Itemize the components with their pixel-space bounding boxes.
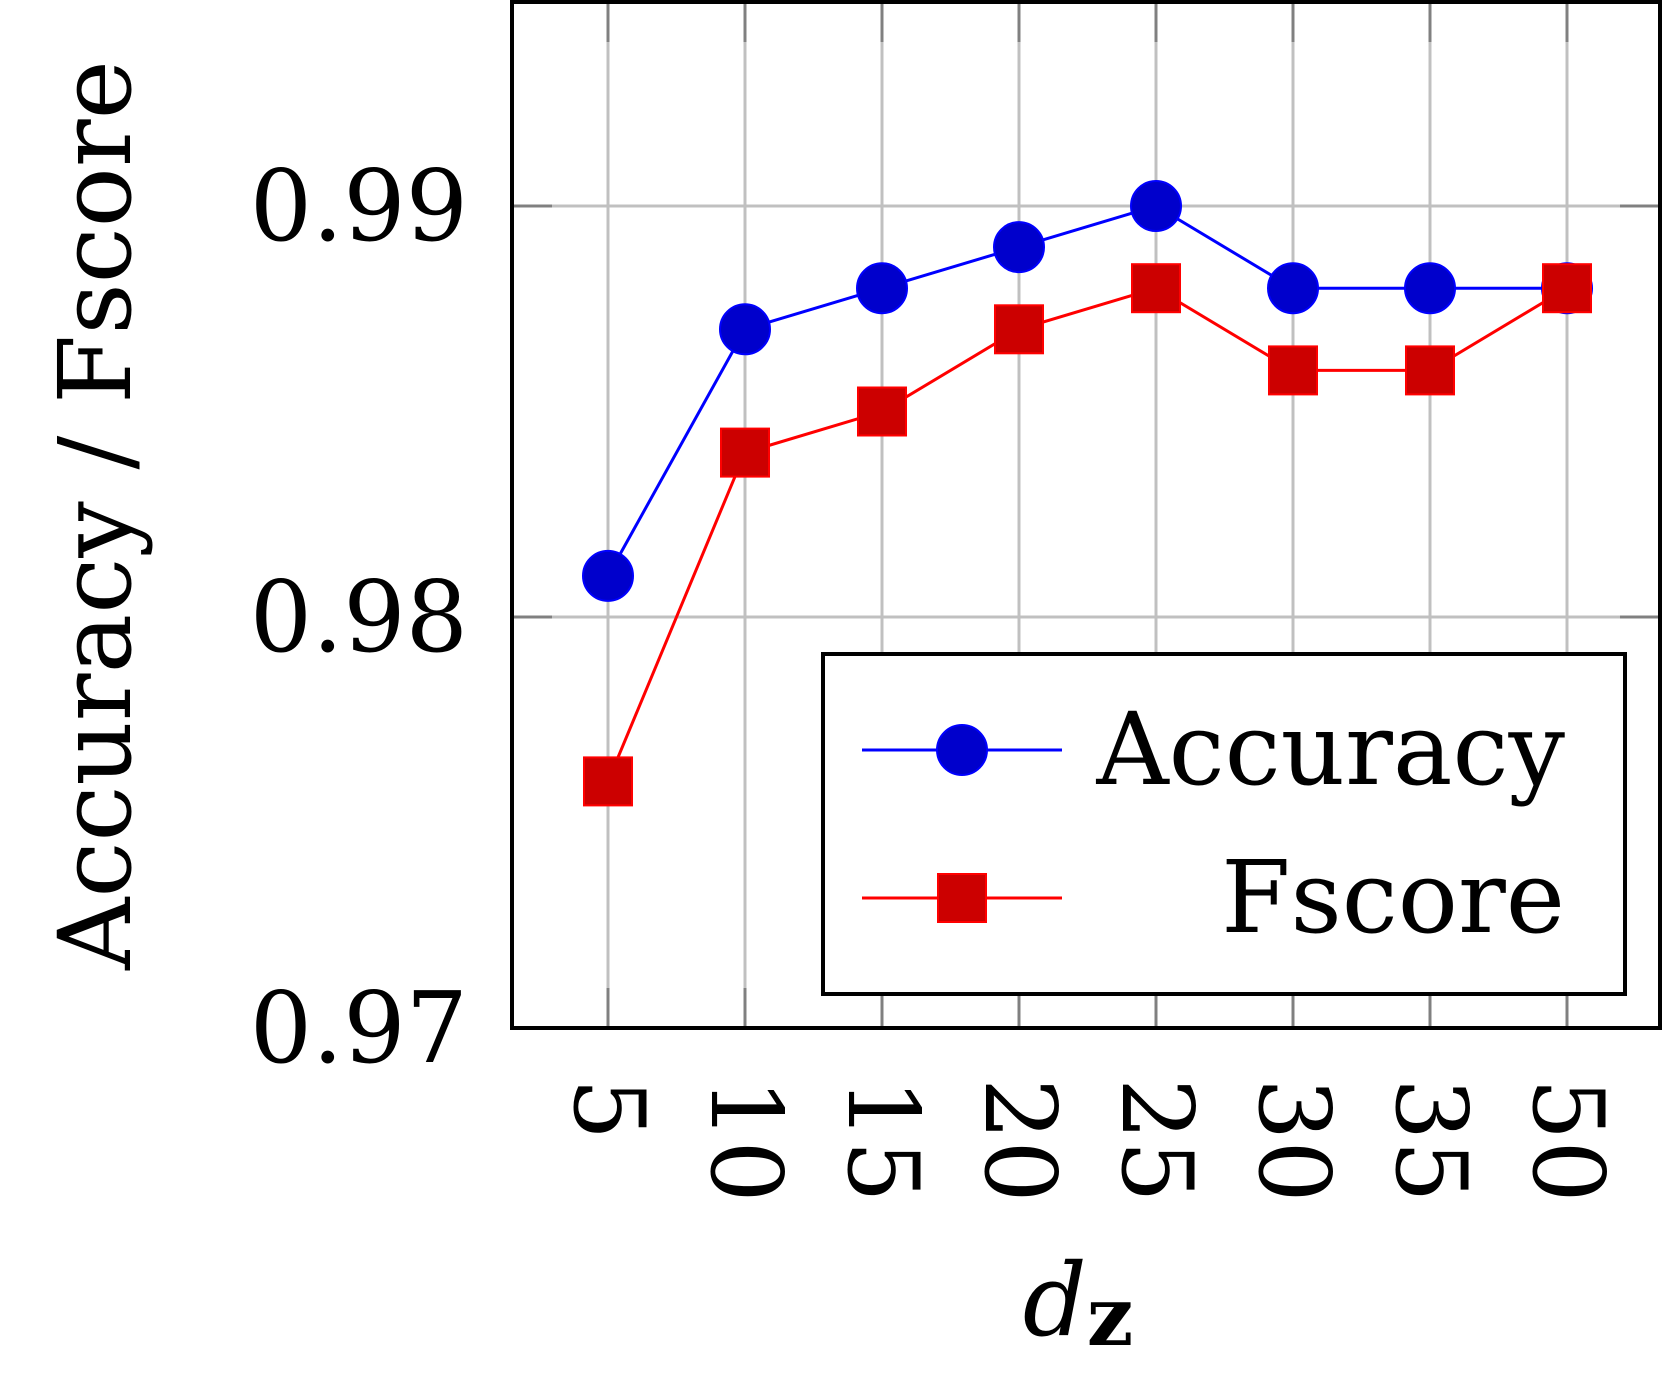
- legend-marker-accuracy: [936, 724, 988, 776]
- legend-box: [821, 652, 1627, 996]
- x-tick-labels: 5 10 15 20 25 30 35 50: [551, 1078, 1624, 1203]
- point-fscore-15: [857, 386, 907, 437]
- y-axis-label: Accuracy / Fscore: [37, 60, 154, 971]
- series-layer: [582, 180, 1593, 807]
- x-axis-label-subscript: z: [1087, 1269, 1134, 1365]
- point-fscore-50: [1542, 263, 1592, 314]
- legend-label-fscore: Fscore: [1221, 839, 1565, 956]
- x-tick-label-5: 5: [551, 1078, 665, 1140]
- point-fscore-30: [1268, 345, 1318, 396]
- point-accuracy-25: [1130, 180, 1182, 232]
- x-tick-label-50: 50: [1510, 1078, 1624, 1203]
- point-fscore-10: [720, 427, 770, 478]
- x-tick-label-25: 25: [1099, 1078, 1213, 1203]
- legend: Accuracy Fscore: [821, 652, 1627, 996]
- point-fscore-25: [1131, 263, 1181, 314]
- y-tick-label-0.98: 0.98: [250, 561, 468, 675]
- x-tick-label-10: 10: [688, 1078, 802, 1203]
- plot-frame: [510, 0, 1662, 1030]
- x-tick-label-15: 15: [825, 1078, 939, 1203]
- y-tick-label-0.99: 0.99: [250, 150, 468, 264]
- x-tick-label-35: 35: [1373, 1078, 1487, 1203]
- point-fscore-35: [1405, 345, 1455, 396]
- legend-marker-fscore: [937, 873, 987, 923]
- point-fscore-5: [583, 756, 633, 807]
- point-accuracy-35: [1404, 262, 1456, 315]
- x-tick-label-20: 20: [962, 1078, 1076, 1203]
- x-axis-label-main: d: [1023, 1242, 1087, 1359]
- y-tick-label-0.97: 0.97: [250, 972, 468, 1086]
- point-accuracy-5: [582, 549, 634, 602]
- point-accuracy-20: [993, 221, 1045, 274]
- y-tick-labels: 0.97 0.98 0.99: [250, 150, 468, 1086]
- legend-label-accuracy: Accuracy: [1095, 691, 1565, 808]
- point-accuracy-10: [719, 303, 771, 356]
- x-axis-label: dz: [1023, 1242, 1134, 1365]
- point-accuracy-30: [1267, 262, 1319, 315]
- point-accuracy-15: [856, 262, 908, 315]
- x-tick-label-30: 30: [1236, 1078, 1350, 1203]
- point-fscore-20: [994, 304, 1044, 355]
